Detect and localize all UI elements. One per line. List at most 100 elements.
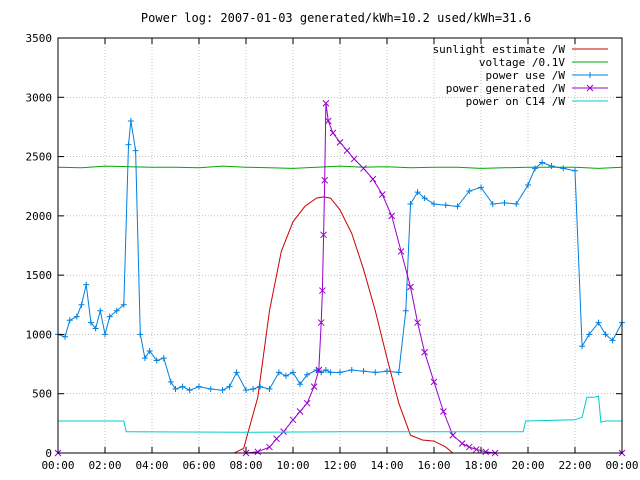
data-point [324,117,332,125]
data-point [384,368,390,375]
data-point [329,129,337,137]
data-point [254,448,262,456]
legend-marker [586,84,594,92]
data-point [207,385,214,392]
data-point [106,313,113,320]
data-point [113,307,120,314]
data-point [322,367,329,373]
x-tick-label: 02:00 [88,459,121,472]
data-point [160,355,167,362]
data-point [303,399,311,407]
data-point [219,387,226,394]
data-point [440,408,447,415]
data-point [297,381,304,388]
x-tick-label: 00:00 [605,459,638,472]
data-point [304,371,311,378]
data-point [454,203,461,210]
data-point [466,187,473,194]
data-point [153,357,160,364]
axis-ticks: 0 500 1000 1500 2000 2500 3000 3500 00:00 02:00 04… [26,32,639,472]
data-point [609,337,616,344]
data-point [595,319,602,326]
series-line [58,196,622,454]
data-point [513,201,520,207]
data-point [421,348,428,356]
data-point [137,331,144,338]
x-tick-label: 00:00 [41,459,74,472]
data-point [602,331,609,338]
y-tick-label: 0 [45,447,52,460]
data-point [350,155,358,163]
data-point [369,175,377,183]
data-point [489,201,496,207]
data-point [282,372,289,379]
data-point [73,313,80,320]
data-point [275,369,282,376]
data-point [266,443,273,451]
data-point [120,301,127,308]
data-point [482,448,490,456]
data-point [348,367,355,373]
data-point [97,307,104,314]
data-point [478,184,484,191]
y-tick-label: 1000 [26,328,53,341]
data-point [167,378,174,385]
chart-title: Power log: 2007-01-03 generated/kWh=10.2… [141,11,531,25]
x-tick-label: 08:00 [229,459,262,472]
data-point [414,189,421,196]
data-point [243,387,249,394]
data-point [548,163,555,170]
grid-lines [58,38,622,453]
series-line [57,165,623,169]
data-point [186,387,193,394]
data-point [378,191,386,198]
data-point [273,435,280,443]
data-point [360,368,367,375]
series-4 [58,395,622,433]
series-0 [58,196,622,454]
legend-label: power generated /W [446,82,566,95]
data-point [172,385,179,392]
x-tick-label: 22:00 [558,459,591,472]
data-point [327,369,334,376]
data-point [127,118,134,124]
data-point [525,182,531,189]
x-tick-label: 16:00 [417,459,450,472]
data-point [458,440,466,447]
data-point [539,159,546,166]
data-point [132,147,139,154]
data-point [141,355,148,362]
data-point [179,383,186,390]
data-point [414,319,421,326]
series-1 [57,165,623,169]
data-point [317,319,325,326]
data-point [83,281,90,288]
data-point [360,165,367,172]
data-point [233,369,240,376]
series-2 [55,118,625,394]
data-point [472,446,480,453]
data-point [501,199,508,206]
data-point [430,378,438,386]
data-point [421,195,428,202]
data-point [315,366,323,374]
x-tick-label: 04:00 [135,459,168,472]
legend-marker [587,72,593,78]
data-point [336,138,344,146]
data-point [372,369,379,376]
data-point [449,431,457,439]
data-point [337,369,343,376]
legend-label: power use /W [486,69,566,82]
data-point [290,369,296,376]
data-point [586,331,593,338]
data-point [579,343,586,350]
data-point [532,165,539,172]
data-point [560,165,567,172]
data-point [87,319,94,326]
x-tick-label: 06:00 [182,459,215,472]
y-tick-label: 2500 [26,151,53,164]
data-point [572,167,578,174]
legend-label: sunlight estimate /W [433,43,566,56]
data-point [66,317,73,324]
